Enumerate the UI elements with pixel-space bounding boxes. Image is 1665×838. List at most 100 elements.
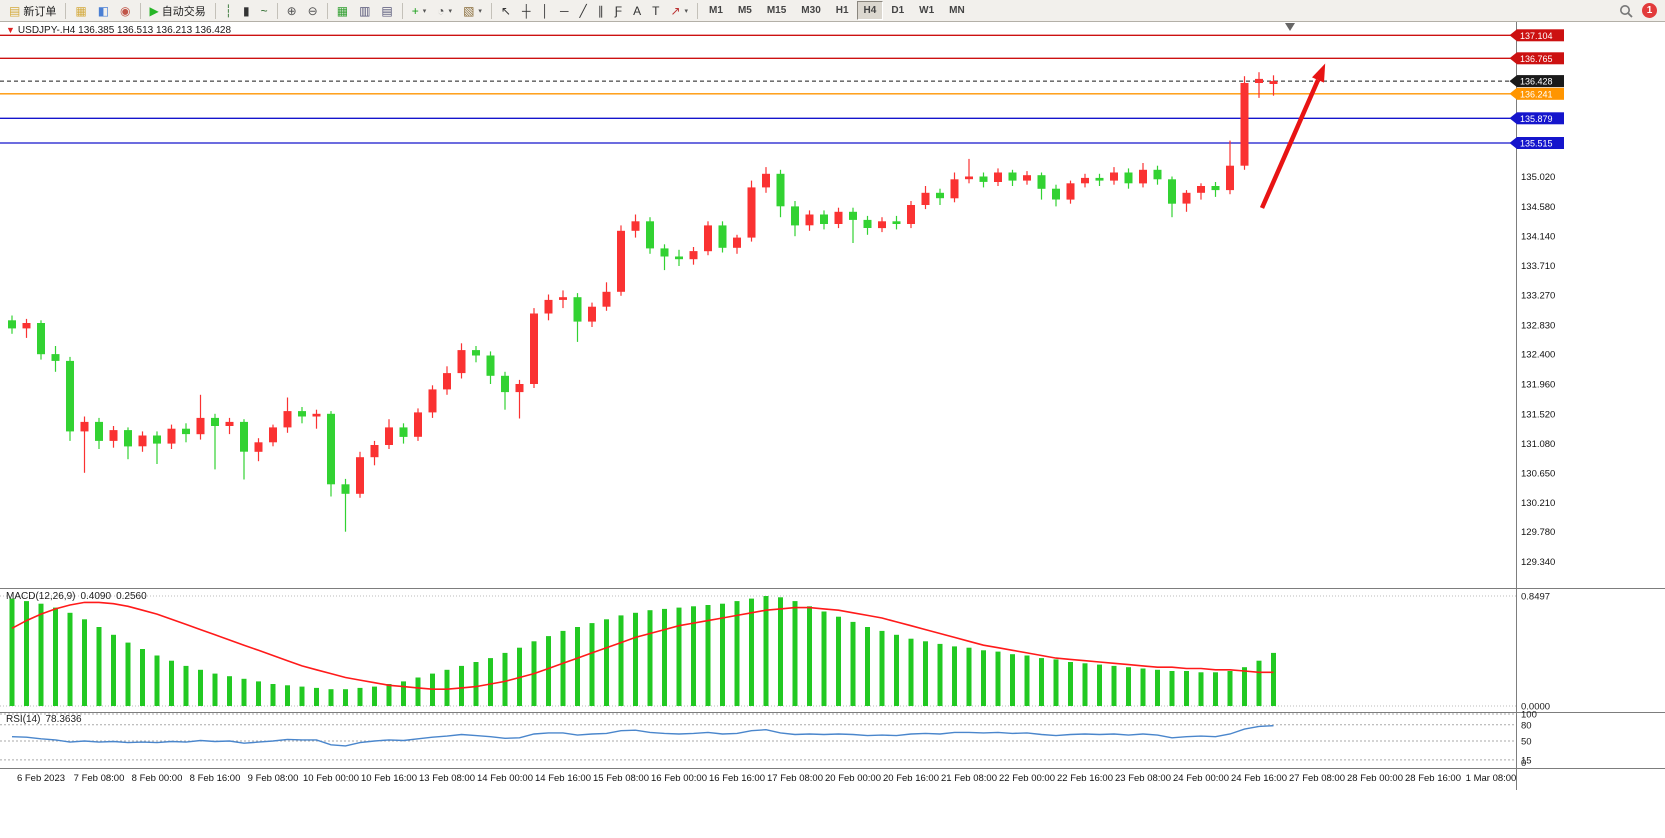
rsi-line xyxy=(11,725,1274,747)
charts-window-icon-icon: ▦ xyxy=(75,3,87,18)
add-indicator-button[interactable]: + ▾ xyxy=(407,1,432,20)
svg-text:9 Feb 08:00: 9 Feb 08:00 xyxy=(248,773,299,784)
cursor-button[interactable]: ↖ xyxy=(496,1,516,20)
breakout-line-label-tip xyxy=(1509,87,1517,100)
timeframe-button-m15[interactable]: M15 xyxy=(760,1,793,20)
toolbar-separator xyxy=(276,2,278,19)
svg-text:136.428: 136.428 xyxy=(1520,77,1553,87)
vertical-line-button[interactable]: │ xyxy=(537,1,555,20)
svg-text:22 Feb 00:00: 22 Feb 00:00 xyxy=(999,773,1055,784)
zoom-out-button[interactable]: ⊖ xyxy=(303,1,323,20)
timeframe-button-h1[interactable]: H1 xyxy=(829,1,856,20)
arrows-button[interactable]: ↗ ▾ xyxy=(665,1,693,20)
price-axis[interactable]: 135.020 134.580 134.140 133.710 133.270 132.8… xyxy=(1509,29,1565,568)
svg-text:20 Feb 00:00: 20 Feb 00:00 xyxy=(825,773,881,784)
notification-badge[interactable]: 1 xyxy=(1642,3,1657,18)
resistance-line-upper-label-box xyxy=(1517,29,1564,42)
arrows-icon: ↗ xyxy=(670,3,681,18)
svg-text:1 Mar 08:00: 1 Mar 08:00 xyxy=(1466,773,1517,784)
svg-text:131.520: 131.520 xyxy=(1521,409,1555,420)
trendline-button[interactable]: ╱ xyxy=(575,1,592,20)
svg-text:131.960: 131.960 xyxy=(1521,379,1555,390)
trend-arrow-annotation[interactable] xyxy=(1259,63,1326,209)
label-button[interactable]: T xyxy=(647,1,664,20)
svg-text:10 Feb 16:00: 10 Feb 16:00 xyxy=(361,773,417,784)
new-order-icon: ▤ xyxy=(9,3,21,18)
price-level-lines[interactable] xyxy=(0,34,1516,144)
candlestick-chart-button[interactable]: ▮ xyxy=(238,1,255,20)
new-order-button-label: 新订单 xyxy=(23,5,57,18)
cursor-icon: ↖ xyxy=(500,3,511,18)
resistance-line-label-tip xyxy=(1509,52,1517,65)
svg-text:14 Feb 16:00: 14 Feb 16:00 xyxy=(535,773,591,784)
macd-signal-line xyxy=(11,601,1274,691)
svg-text:136.241: 136.241 xyxy=(1520,89,1553,99)
template-button[interactable]: ▧ ▾ xyxy=(458,1,487,20)
period-button[interactable]: ◔ ▾ xyxy=(432,1,457,20)
breakout-line-label-box xyxy=(1517,87,1564,100)
autotrading-button[interactable]: ▶ 自动交易 xyxy=(145,1,211,20)
arrange-windows-icon: ▤ xyxy=(381,3,393,18)
tile-windows-icon: ▦ xyxy=(336,3,349,18)
cascade-windows-button[interactable]: ▥ xyxy=(354,1,375,20)
svg-text:28 Feb 00:00: 28 Feb 00:00 xyxy=(1347,773,1403,784)
search-icon[interactable] xyxy=(1619,4,1633,18)
svg-text:27 Feb 08:00: 27 Feb 08:00 xyxy=(1289,773,1345,784)
tile-windows-button[interactable]: ▦ xyxy=(332,1,353,20)
svg-text:7 Feb 08:00: 7 Feb 08:00 xyxy=(74,773,125,784)
svg-text:129.780: 129.780 xyxy=(1521,527,1555,538)
svg-text:137.104: 137.104 xyxy=(1520,31,1553,41)
svg-text:10 Feb 00:00: 10 Feb 00:00 xyxy=(303,773,359,784)
svg-text:50: 50 xyxy=(1521,737,1532,748)
line-chart-icon: ~ xyxy=(260,3,268,18)
support-line-upper-label-tip xyxy=(1509,112,1517,125)
svg-text:0: 0 xyxy=(1521,758,1526,769)
svg-text:17 Feb 08:00: 17 Feb 08:00 xyxy=(767,773,823,784)
market-watch-icon-icon: ◧ xyxy=(97,3,110,18)
timeframe-button-d1[interactable]: D1 xyxy=(884,1,911,20)
zoom-in-button[interactable]: ⊕ xyxy=(282,1,302,20)
svg-text:130.210: 130.210 xyxy=(1521,498,1555,509)
price-drop-marker-icon: ▼ xyxy=(6,25,15,35)
rsi-grid xyxy=(0,713,1516,761)
svg-text:14 Feb 00:00: 14 Feb 00:00 xyxy=(477,773,533,784)
timeframe-button-m5[interactable]: M5 xyxy=(731,1,759,20)
toolbar-right: 1 xyxy=(1619,3,1661,18)
macd-value: 0.4090 xyxy=(80,591,112,602)
text-button[interactable]: A xyxy=(628,1,646,20)
timeframe-button-m30[interactable]: M30 xyxy=(794,1,827,20)
crosshair-button[interactable]: ┼ xyxy=(517,1,536,20)
new-order-button[interactable]: ▤ 新订单 xyxy=(4,1,61,20)
time-axis[interactable]: 6 Feb 2023 7 Feb 08:00 8 Feb 00:00 8 Feb 16… xyxy=(17,773,1516,784)
arrange-windows-button[interactable]: ▤ xyxy=(376,1,397,20)
timeframe-button-m1[interactable]: M1 xyxy=(702,1,730,20)
macd-name: MACD(12,26,9) xyxy=(6,591,76,602)
navigator-icon-button[interactable]: ◉ xyxy=(115,1,135,20)
bar-chart-button[interactable]: ┆ xyxy=(220,1,237,20)
svg-text:136.765: 136.765 xyxy=(1520,54,1553,64)
svg-text:8 Feb 16:00: 8 Feb 16:00 xyxy=(190,773,241,784)
horizontal-line-button[interactable]: ─ xyxy=(555,1,574,20)
resistance-line-label-box xyxy=(1517,52,1564,65)
fibonacci-icon: Ƒ xyxy=(614,3,623,18)
bar-chart-icon: ┆ xyxy=(224,3,232,18)
charts-window-icon-button[interactable]: ▦ xyxy=(70,1,91,20)
line-chart-button[interactable]: ~ xyxy=(256,1,273,20)
svg-text:23 Feb 08:00: 23 Feb 08:00 xyxy=(1115,773,1171,784)
svg-text:16 Feb 16:00: 16 Feb 16:00 xyxy=(709,773,765,784)
toolbar-separator xyxy=(697,2,699,19)
svg-text:0.8497: 0.8497 xyxy=(1521,592,1550,603)
rsi-name: RSI(14) xyxy=(6,714,41,725)
timeframe-button-w1[interactable]: W1 xyxy=(912,1,941,20)
timeframe-button-h4[interactable]: H4 xyxy=(856,1,884,20)
chart-shift-marker[interactable] xyxy=(1285,23,1295,31)
fibonacci-button[interactable]: Ƒ xyxy=(610,1,627,20)
channel-button[interactable]: ∥ xyxy=(593,1,609,20)
svg-text:134.140: 134.140 xyxy=(1521,232,1555,243)
market-watch-icon-button[interactable]: ◧ xyxy=(93,1,114,20)
svg-text:80: 80 xyxy=(1521,720,1532,731)
macd-grid xyxy=(0,595,1516,707)
timeframe-button-mn[interactable]: MN xyxy=(942,1,972,20)
